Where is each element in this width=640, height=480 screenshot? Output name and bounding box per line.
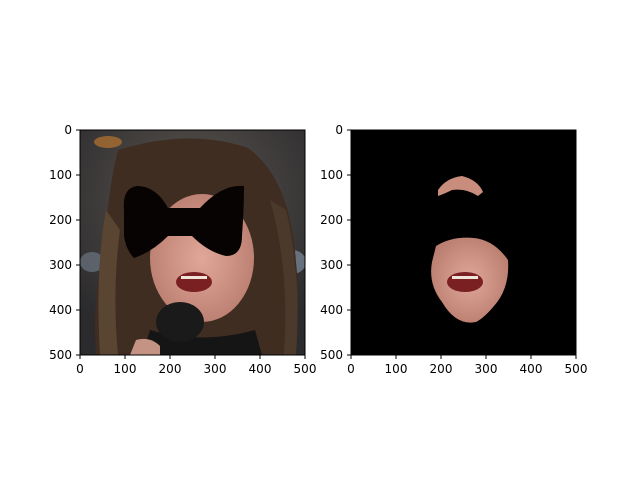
left-y-tick-label: 500 — [49, 348, 72, 362]
right-y-tick-label: 0 — [335, 123, 343, 137]
eye-mask — [123, 185, 244, 258]
left-x-tick-label: 100 — [114, 362, 137, 376]
right-x-tick-label: 500 — [565, 362, 588, 376]
left-y-tick-label: 200 — [49, 213, 72, 227]
right-x-tick-label: 300 — [475, 362, 498, 376]
left-image-panel — [80, 130, 305, 355]
right-x-tick-label: 400 — [520, 362, 543, 376]
right-x-tick-label: 0 — [347, 362, 355, 376]
left-y-tick-label: 400 — [49, 303, 72, 317]
right-y-tick-label: 500 — [320, 348, 343, 362]
left-x-tick-label: 300 — [204, 362, 227, 376]
left-x-tick-label: 200 — [159, 362, 182, 376]
right-y-tick-label: 100 — [320, 168, 343, 182]
left-y-tick-label: 0 — [64, 123, 72, 137]
left-axes-frame — [79, 129, 306, 356]
right-image-panel — [351, 130, 576, 355]
right-axes-frame — [350, 129, 577, 356]
right-x-tick-label: 100 — [385, 362, 408, 376]
right-y-tick-label: 200 — [320, 213, 343, 227]
right-y-tick-label: 400 — [320, 303, 343, 317]
left-x-tick-label: 500 — [294, 362, 317, 376]
right-y-tick-label: 300 — [320, 258, 343, 272]
left-y-tick-label: 100 — [49, 168, 72, 182]
left-x-tick-label: 400 — [249, 362, 272, 376]
left-x-tick-label: 0 — [76, 362, 84, 376]
right-x-tick-label: 200 — [430, 362, 453, 376]
left-y-tick-label: 300 — [49, 258, 72, 272]
